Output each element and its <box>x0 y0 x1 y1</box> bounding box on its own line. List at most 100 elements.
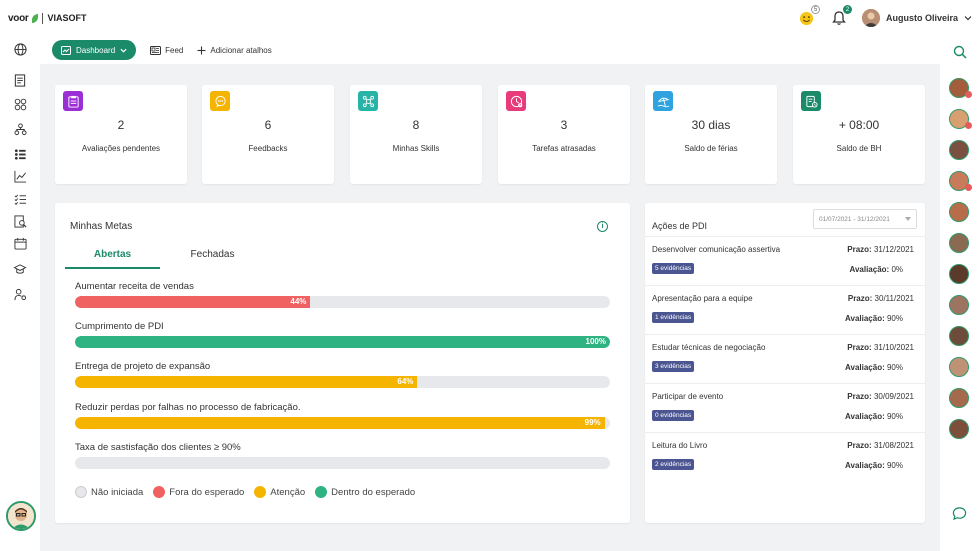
dashboard-button[interactable]: Dashboard <box>52 40 137 60</box>
evidence-badge[interactable]: 3 evidências <box>652 361 695 372</box>
pdi-item[interactable]: Desenvolver comunicação assertiva 5 evid… <box>645 236 925 285</box>
aval-label: Avaliação: <box>845 363 885 372</box>
goal-progress-bar[interactable]: 44% <box>75 296 610 308</box>
evidence-badge[interactable]: 5 evidências <box>652 263 695 274</box>
emoji-button[interactable]: 5 <box>798 5 820 27</box>
pdi-item[interactable]: Participar de evento 0 evidências Prazo:… <box>645 383 925 432</box>
modules-icon[interactable] <box>13 97 27 111</box>
chart-icon[interactable] <box>13 169 27 183</box>
metas-panel: Minhas Metas i Abertas Fechadas Aumentar… <box>55 203 630 523</box>
goal-label: Cumprimento de PDI <box>75 321 164 332</box>
contact-avatar[interactable] <box>949 202 969 222</box>
contact-avatar[interactable] <box>949 233 969 253</box>
stat-label: Saldo de BH <box>836 144 882 153</box>
feed-label: Feed <box>165 45 184 55</box>
pdi-item[interactable]: Estudar técnicas de negociação 3 evidênc… <box>645 334 925 383</box>
goal-progress-bar[interactable]: 100% <box>75 336 610 348</box>
pdi-item[interactable]: Apresentação para a equipe 1 evidências … <box>645 285 925 334</box>
graduation-cap-icon[interactable] <box>13 262 27 276</box>
bell-icon <box>832 11 846 25</box>
add-shortcut-link[interactable]: Adicionar atalhos <box>197 46 272 55</box>
logo[interactable]: voor VIASOFT <box>8 12 87 24</box>
legend-label: Dentro do esperado <box>331 486 416 498</box>
pdi-item[interactable]: Leitura do Livro 2 evidências Prazo: 31/… <box>645 432 925 481</box>
metas-title: Minhas Metas <box>70 221 133 232</box>
goal-progress-bar[interactable] <box>75 457 610 469</box>
aval-label: Avaliação: <box>849 265 890 274</box>
contact-avatar[interactable] <box>949 140 969 160</box>
company-name: VIASOFT <box>47 13 87 23</box>
list-icon[interactable] <box>13 147 27 161</box>
smile-icon <box>800 11 814 25</box>
brand-name: voor <box>8 12 29 24</box>
stat-card-bh[interactable]: + 08:00 Saldo de BH <box>793 85 925 184</box>
prazo-label: Prazo: <box>847 245 872 254</box>
org-chart-icon[interactable] <box>13 122 27 136</box>
dashboard-icon <box>61 45 71 55</box>
calendar-icon[interactable] <box>13 236 27 250</box>
chat-icon <box>210 91 230 111</box>
goal-percent: 99% <box>584 418 601 427</box>
legend-label: Atenção <box>270 486 306 498</box>
top-bar: voor VIASOFT 5 2 Augusto Oliveira <box>0 0 980 36</box>
legend-dot <box>153 486 166 498</box>
user-settings-icon[interactable] <box>13 287 27 301</box>
goal-progress-bar[interactable]: 99% <box>75 417 610 429</box>
pdi-deadline: Prazo: 30/11/2021 <box>848 294 914 303</box>
pdi-evaluation: Avaliação: 90% <box>845 314 903 323</box>
feed-link[interactable]: Feed <box>150 45 184 55</box>
tab-abertas[interactable]: Abertas <box>93 249 132 260</box>
user-menu[interactable]: Augusto Oliveira <box>861 9 972 27</box>
tab-fechadas[interactable]: Fechadas <box>190 249 235 260</box>
contact-avatar[interactable] <box>949 388 969 408</box>
stat-value: 3 <box>560 118 568 132</box>
goal-progress-fill: 100% <box>75 336 610 348</box>
goal-label: Reduzir perdas por falhas no processo de… <box>75 402 301 413</box>
globe-icon[interactable] <box>13 42 27 56</box>
notification-button[interactable]: 2 <box>830 5 852 27</box>
evidence-badge[interactable]: 1 evidências <box>652 312 695 323</box>
stat-card-ferias[interactable]: 30 dias Saldo de férias <box>645 85 777 184</box>
prazo-value: 31/10/2021 <box>873 343 914 352</box>
pdi-title: Ações de PDI <box>652 221 708 231</box>
legend-dot <box>75 486 87 498</box>
stat-value: 8 <box>412 118 420 132</box>
pdi-deadline: Prazo: 31/10/2021 <box>847 343 914 352</box>
pdi-item-name: Participar de evento <box>652 392 724 401</box>
search-document-icon[interactable] <box>13 214 27 228</box>
prazo-label: Prazo: <box>847 343 872 352</box>
goal-label: Taxa de sastisfação dos clientes ≥ 90% <box>75 442 241 453</box>
stat-card-tarefas[interactable]: 3 Tarefas atrasadas <box>498 85 630 184</box>
contact-avatar[interactable] <box>949 78 969 98</box>
contact-avatar[interactable] <box>949 109 969 129</box>
checklist-icon[interactable] <box>13 192 27 206</box>
stat-label: Tarefas atrasadas <box>532 144 596 153</box>
stat-card-feedbacks[interactable]: 6 Feedbacks <box>202 85 334 184</box>
chevron-down-icon <box>905 217 911 221</box>
contact-avatar[interactable] <box>949 295 969 315</box>
pdi-evaluation: Avaliação: 90% <box>845 363 903 372</box>
right-sidebar <box>940 36 980 551</box>
goal-progress-bar[interactable]: 64% <box>75 376 610 388</box>
evidence-badge[interactable]: 2 evidências <box>652 459 695 470</box>
info-icon[interactable]: i <box>597 221 608 232</box>
chat-bubble-icon[interactable] <box>952 506 967 523</box>
stat-card-avaliacoes[interactable]: 2 Avaliações pendentes <box>55 85 187 184</box>
contact-avatar[interactable] <box>949 264 969 284</box>
contact-avatar[interactable] <box>949 326 969 346</box>
emoji-badge: 5 <box>810 5 820 14</box>
stat-card-skills[interactable]: 8 Minhas Skills <box>350 85 482 184</box>
contact-avatar[interactable] <box>949 171 969 191</box>
evidence-badge[interactable]: 0 evidências <box>652 410 695 421</box>
contact-avatar[interactable] <box>949 419 969 439</box>
chevron-down-icon <box>120 48 127 53</box>
date-range-select[interactable]: 01/07/2021 - 31/12/2021 <box>813 209 917 229</box>
contact-avatar[interactable] <box>949 357 969 377</box>
logo-divider <box>42 12 44 24</box>
aval-value: 90% <box>886 412 903 421</box>
search-icon[interactable] <box>953 45 967 61</box>
document-icon[interactable] <box>13 73 27 87</box>
prazo-value: 30/09/2021 <box>873 392 914 401</box>
contact-badge <box>965 91 972 98</box>
assistant-avatar[interactable] <box>6 501 36 531</box>
